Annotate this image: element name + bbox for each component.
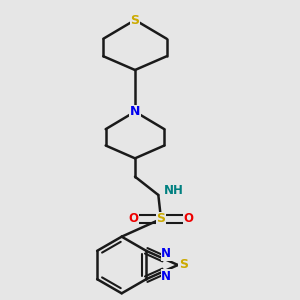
Text: S: S	[179, 259, 188, 272]
Text: N: N	[161, 248, 171, 260]
Text: NH: NH	[164, 184, 183, 197]
Text: N: N	[130, 105, 140, 118]
Text: O: O	[184, 212, 194, 226]
Text: S: S	[130, 14, 140, 26]
Text: N: N	[161, 269, 171, 283]
Text: S: S	[157, 212, 166, 226]
Text: O: O	[128, 212, 138, 226]
